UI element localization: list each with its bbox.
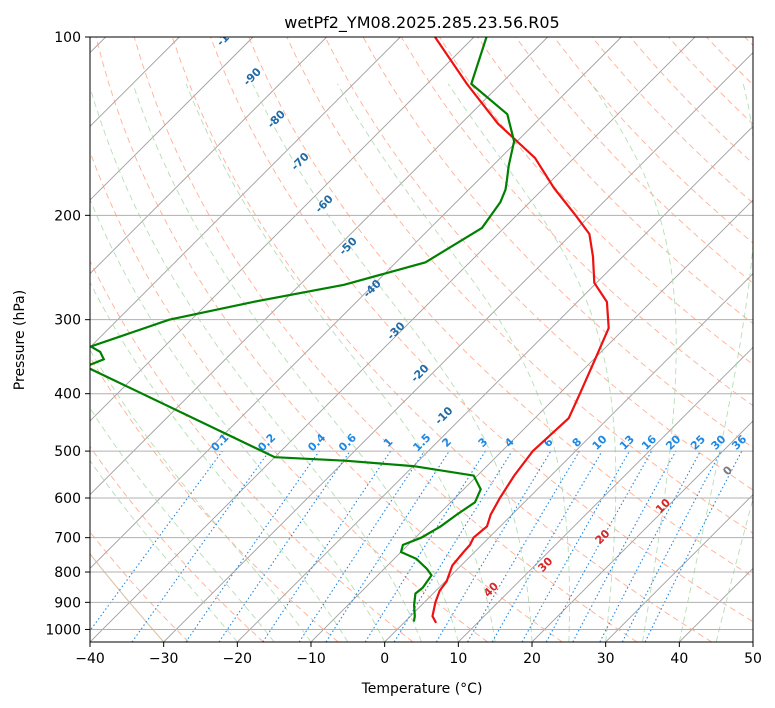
y-tick-label: 1000 bbox=[45, 622, 81, 638]
y-tick-label: 700 bbox=[54, 531, 81, 547]
dry-adiabat-line bbox=[248, 37, 753, 578]
isotherm-line bbox=[90, 37, 622, 569]
isotherm-line bbox=[163, 52, 753, 642]
moist-adiabat-line bbox=[90, 349, 312, 642]
dry-adiabat-line bbox=[515, 37, 753, 284]
x-tick-label: −20 bbox=[223, 651, 253, 667]
mixing-ratio-line bbox=[572, 450, 677, 642]
isotherm-line bbox=[90, 37, 548, 496]
mixing-ratio-line bbox=[90, 450, 223, 632]
moist-adiabat-line bbox=[591, 83, 677, 642]
x-axis-label: Temperature (°C) bbox=[361, 681, 483, 697]
moist-adiabat-line bbox=[678, 83, 753, 642]
y-axis: 100 200 300 400 500 600 700 800 900 1000 bbox=[45, 30, 90, 638]
x-tick-label: 10 bbox=[449, 651, 467, 667]
moist-adiabat-line bbox=[90, 407, 275, 642]
dry-adiabat-line bbox=[324, 37, 753, 491]
isotherm-line bbox=[90, 37, 696, 642]
dry-adiabat-line bbox=[133, 37, 638, 642]
x-tick-label: 0 bbox=[380, 651, 389, 667]
y-tick-label: 800 bbox=[54, 565, 81, 581]
moist-adiabat-line bbox=[90, 85, 422, 642]
y-axis-label: Pressure (hPa) bbox=[12, 290, 28, 390]
mixing-ratio-line bbox=[325, 450, 450, 642]
y-tick-label: 100 bbox=[54, 30, 81, 46]
moist-adiabat-line bbox=[90, 198, 386, 642]
background-lines bbox=[90, 37, 753, 642]
chart-title: wetPf2_YM08.2025.285.23.56.R05 bbox=[284, 13, 559, 33]
isotherm-line bbox=[90, 37, 401, 348]
isotherm-label: -100 bbox=[214, 20, 243, 49]
x-tick-label: 20 bbox=[523, 651, 541, 667]
isotherm-line bbox=[458, 346, 753, 642]
pressure-gridlines bbox=[90, 37, 753, 630]
moist-adiabat-line bbox=[90, 281, 349, 642]
x-tick-label: 30 bbox=[597, 651, 615, 667]
x-tick-label: −30 bbox=[149, 651, 179, 667]
moist-adiabat-line bbox=[715, 497, 753, 642]
dewpoint-line bbox=[90, 37, 516, 622]
saturation-curve bbox=[90, 553, 165, 642]
y-tick-label: 400 bbox=[54, 387, 81, 403]
mixing-ratio-line bbox=[131, 450, 270, 642]
moist-adiabat-line bbox=[337, 83, 570, 642]
moist-adiabat-line bbox=[185, 83, 496, 642]
x-tick-label: −40 bbox=[75, 651, 105, 667]
mixing-ratio-line bbox=[644, 450, 743, 642]
y-tick-label: 600 bbox=[54, 491, 81, 507]
isotherm-line bbox=[531, 420, 753, 642]
sounding-profiles bbox=[90, 37, 610, 624]
x-tick-label: 50 bbox=[744, 651, 762, 667]
dry-adiabat-line bbox=[171, 37, 712, 642]
x-tick-label: −10 bbox=[296, 651, 326, 667]
mixing-ratio-line bbox=[218, 450, 351, 642]
isotherm-line bbox=[605, 494, 753, 642]
moist-adiabat-line bbox=[90, 459, 238, 642]
mixing-ratio-line bbox=[521, 450, 630, 642]
moist-adiabat-line bbox=[252, 83, 533, 642]
dry-adiabat-line bbox=[286, 37, 753, 534]
mixing-ratio-line bbox=[262, 450, 392, 642]
isotherm-line bbox=[384, 273, 753, 642]
y-tick-label: 200 bbox=[54, 208, 81, 224]
mixing-ratio-line bbox=[185, 450, 320, 642]
moist-adiabat-line bbox=[447, 83, 617, 642]
temperature-line bbox=[431, 37, 610, 624]
mixing-ratio-line bbox=[393, 450, 513, 642]
y-tick-label: 300 bbox=[54, 313, 81, 329]
dry-adiabat-line bbox=[95, 37, 563, 642]
y-tick-label: 900 bbox=[54, 595, 81, 611]
x-axis: −40 −30 −20 −10 0 10 20 30 40 50 bbox=[75, 642, 762, 667]
mixing-ratio-line bbox=[545, 450, 653, 642]
isotherm-line bbox=[90, 37, 475, 422]
dry-adiabat-line bbox=[90, 445, 264, 642]
isotherm-line bbox=[237, 125, 753, 642]
isotherm-line bbox=[90, 37, 327, 275]
dry-adiabat-line bbox=[90, 356, 339, 642]
y-tick-label: 500 bbox=[54, 444, 81, 460]
dry-adiabat-line bbox=[210, 37, 753, 623]
isotherm-line bbox=[90, 37, 254, 201]
dry-adiabat-line bbox=[90, 259, 414, 642]
mixing-ratio-line bbox=[298, 450, 425, 642]
x-tick-label: 40 bbox=[670, 651, 688, 667]
moist-adiabat-line bbox=[132, 83, 459, 642]
plot-frame bbox=[89, 36, 754, 643]
